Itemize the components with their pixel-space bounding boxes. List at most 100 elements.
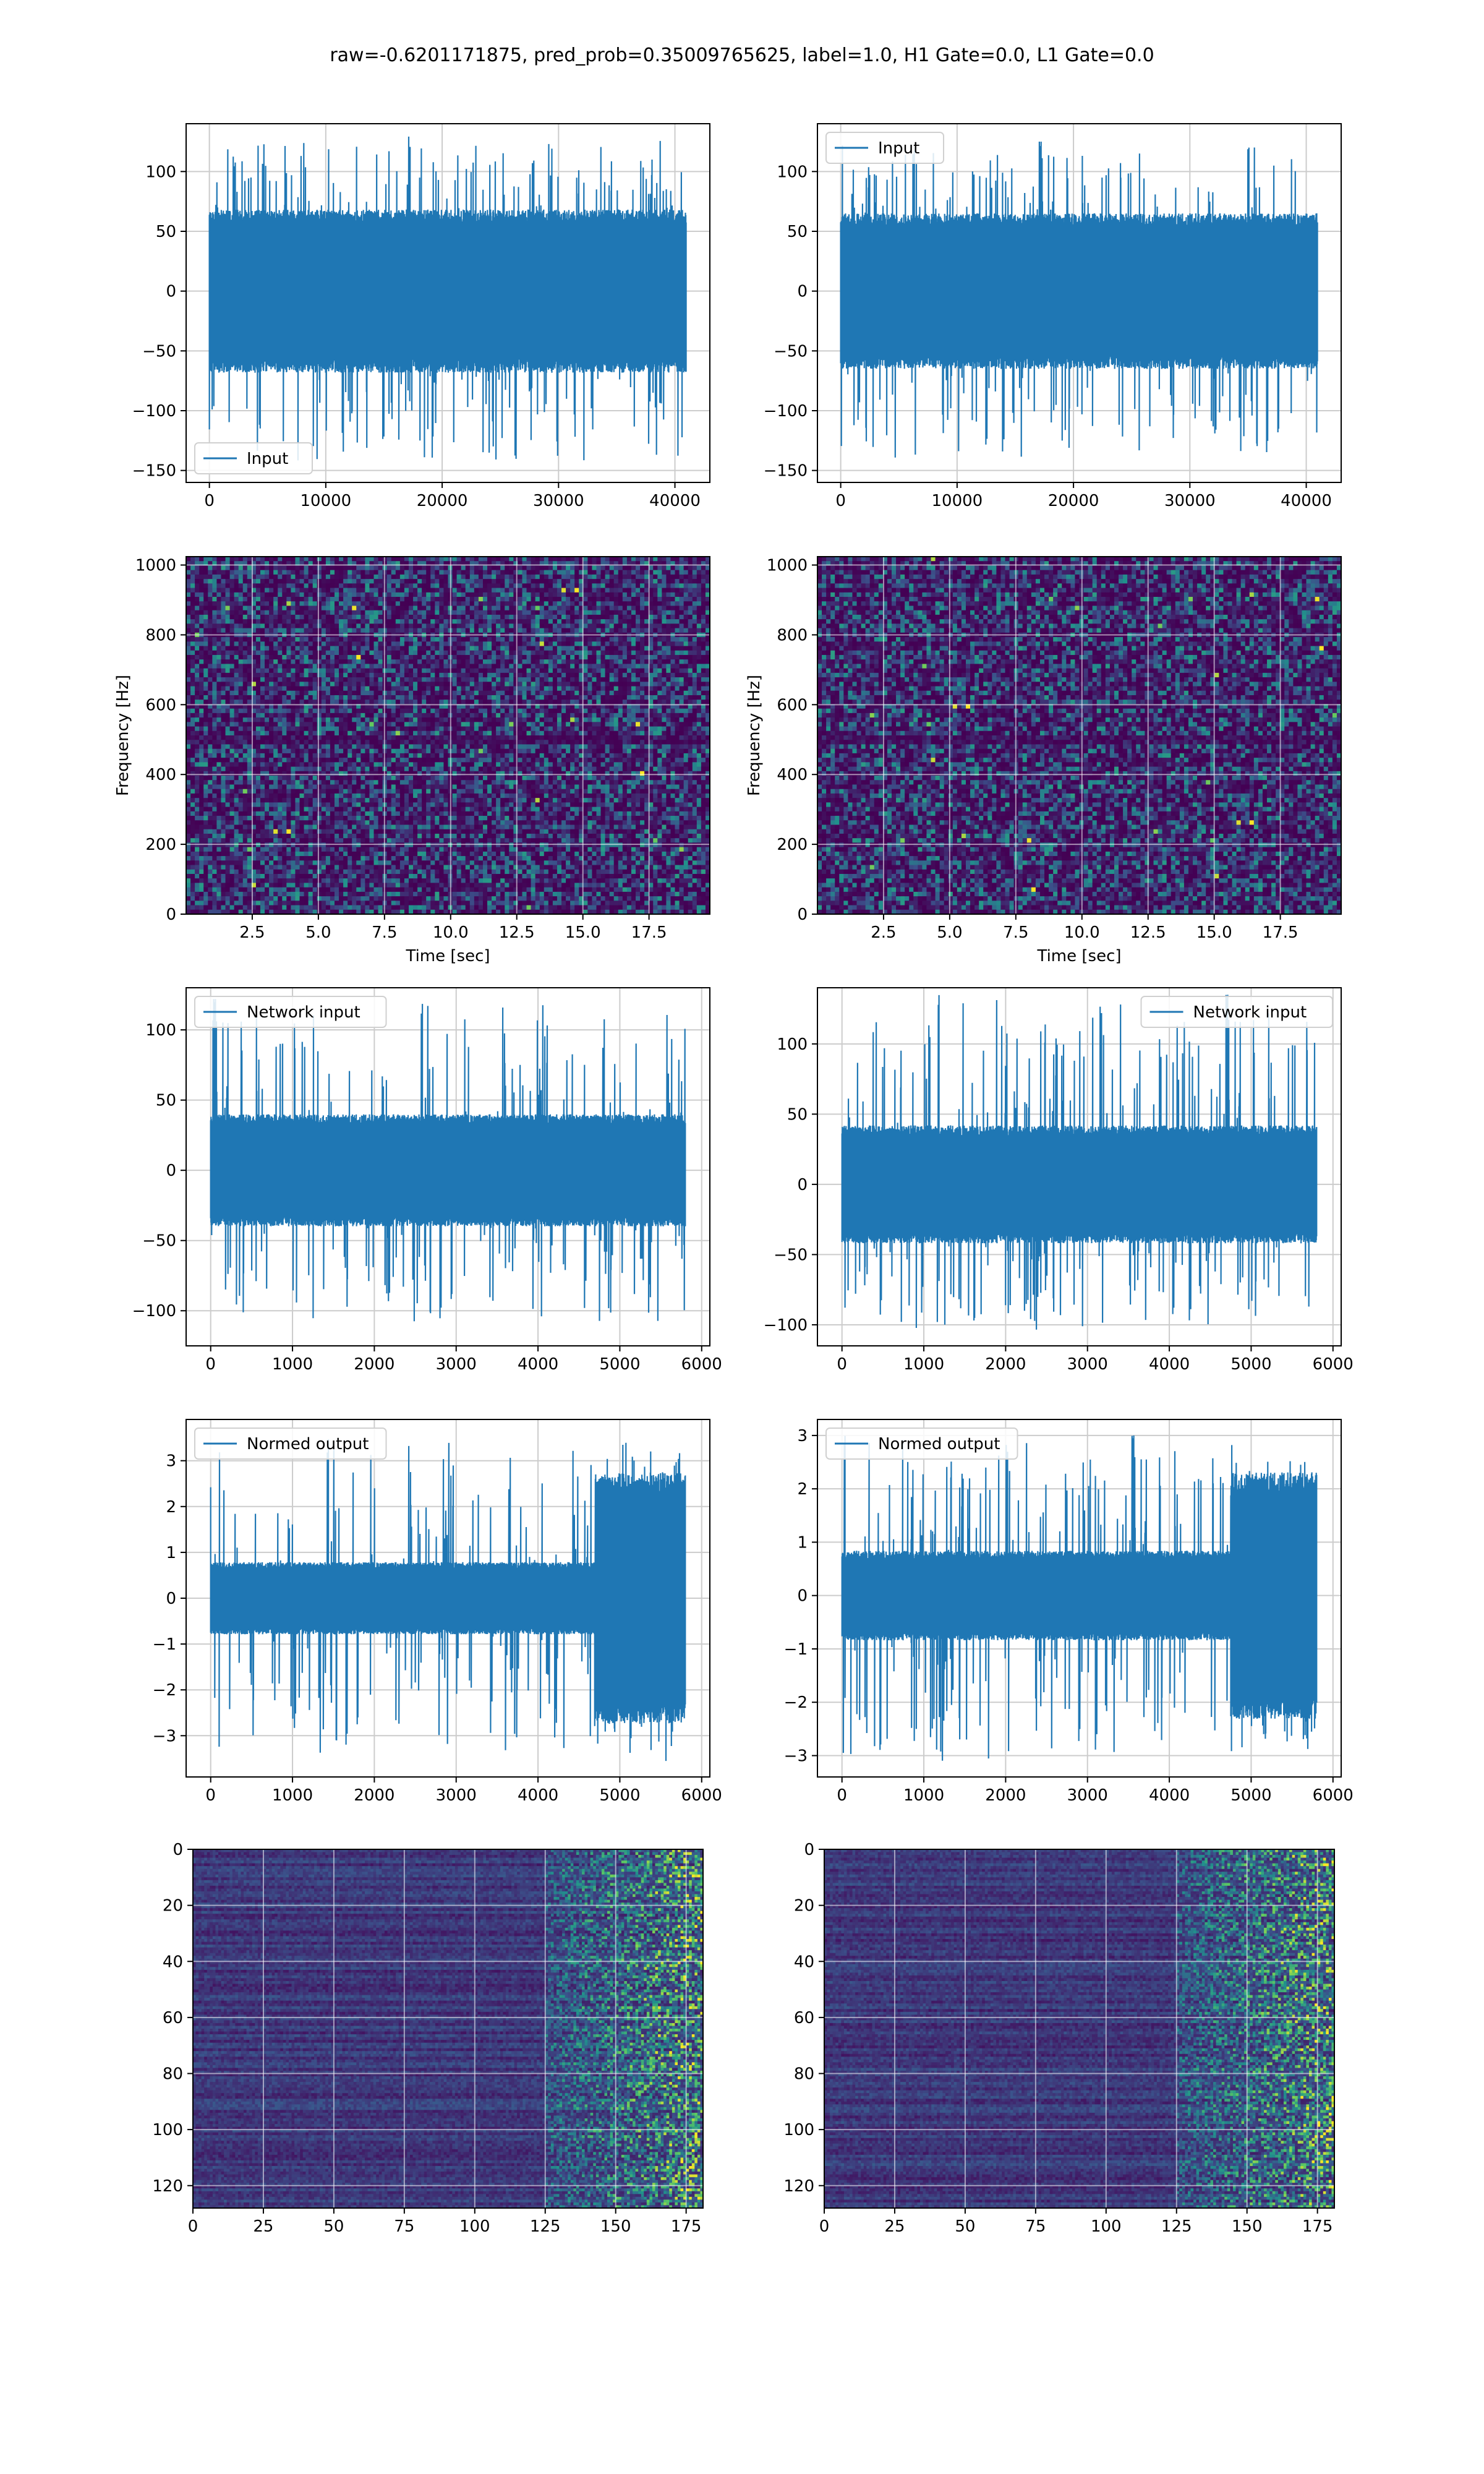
x-tick-label: 2000	[354, 1355, 394, 1374]
y-tick-label: 0	[797, 1176, 808, 1194]
y-tick-label: 40	[163, 1953, 183, 1971]
y-tick-label: 50	[156, 223, 176, 241]
y-tick-label: 400	[145, 766, 176, 784]
spectrogram-right-chart: 2.5 5.0 7.5 10.0 12.5 15.0 17.5020040060080010…	[745, 557, 1342, 965]
y-tick-label: −150	[132, 462, 176, 481]
legend: Input	[826, 132, 944, 163]
y-tick-label: 100	[145, 1021, 176, 1040]
x-tick-label: 3000	[1067, 1355, 1108, 1374]
y-tick-label: 3	[797, 1427, 808, 1445]
x-tick-label: 40000	[649, 492, 701, 510]
y-tick-label: 3	[166, 1452, 176, 1471]
y-tick-label: 120	[152, 2177, 183, 2196]
y-tick-label: −50	[774, 342, 808, 361]
x-tick-label: 2000	[354, 1786, 394, 1805]
y-tick-label: 100	[777, 1035, 808, 1054]
legend: Normed output	[826, 1428, 1018, 1459]
y-tick-label: 2	[166, 1498, 176, 1517]
legend: Normed output	[195, 1428, 386, 1459]
y-tick-label: 800	[145, 626, 176, 644]
y-tick-label: 0	[166, 905, 176, 924]
x-tick-label: 150	[600, 2217, 631, 2236]
x-tick-label: 75	[1025, 2217, 1046, 2236]
x-tick-label: 1000	[272, 1786, 313, 1805]
legend-label: Input	[247, 450, 288, 468]
y-tick-label: 1000	[135, 557, 176, 575]
x-tick-label: 2000	[985, 1355, 1026, 1374]
y-tick-label: −2	[784, 1693, 808, 1712]
y-tick-label: 80	[794, 2065, 814, 2084]
y-tick-label: −3	[784, 1747, 808, 1765]
y-tick-label: −100	[132, 402, 176, 421]
y-tick-label: 0	[797, 1587, 808, 1606]
x-tick-label: 125	[530, 2217, 561, 2236]
x-tick-label: 3000	[1067, 1786, 1108, 1805]
y-tick-label: 100	[783, 2121, 814, 2139]
x-tick-label: 25	[884, 2217, 905, 2236]
input-right-chart: 0 10000 20000 30000 40000−150−100−50050100In…	[764, 124, 1341, 510]
legend-label: Normed output	[878, 1435, 1000, 1453]
y-tick-label: 100	[777, 163, 808, 181]
y-tick-label: 100	[145, 163, 176, 181]
x-tick-label: 6000	[1313, 1786, 1354, 1805]
y-tick-label: −1	[153, 1635, 176, 1654]
x-tick-label: 7.5	[1003, 923, 1028, 942]
x-tick-label: 10000	[301, 492, 352, 510]
x-tick-label: 2.5	[239, 923, 265, 942]
y-tick-label: 1	[166, 1544, 176, 1562]
x-tick-label: 4000	[518, 1355, 558, 1374]
x-tick-label: 50	[955, 2217, 975, 2236]
y-tick-label: 0	[173, 1841, 183, 1859]
legend-label: Network input	[247, 1003, 360, 1022]
x-tick-label: 5000	[1230, 1786, 1271, 1805]
y-tick-label: 1000	[767, 557, 808, 575]
y-tick-label: 0	[804, 1841, 814, 1859]
y-tick-label: 0	[797, 905, 808, 924]
y-tick-label: −1	[784, 1640, 808, 1659]
x-tick-label: 30000	[533, 492, 584, 510]
x-tick-label: 17.5	[631, 923, 667, 942]
x-tick-label: 50	[323, 2217, 344, 2236]
x-tick-label: 0	[837, 1355, 847, 1374]
network-input-left-chart: 0 1000 2000 3000 4000 5000 6000−100−50050100Ne…	[132, 988, 722, 1374]
x-tick-label: 20000	[417, 492, 468, 510]
x-tick-label: 15.0	[565, 923, 601, 942]
y-tick-label: 400	[777, 766, 808, 784]
x-tick-label: 100	[1091, 2217, 1122, 2236]
x-tick-label: 125	[1161, 2217, 1192, 2236]
y-tick-label: 0	[166, 1162, 176, 1180]
normed-output-left-chart: 0 1000 2000 3000 4000 5000 6000−3−2−10123Norme…	[153, 1419, 722, 1805]
y-tick-label: −3	[153, 1727, 176, 1745]
heatmap-cells	[824, 1849, 1335, 2209]
x-tick-label: 0	[835, 492, 846, 510]
y-tick-label: −100	[764, 402, 808, 421]
y-tick-label: −150	[764, 462, 808, 481]
x-tick-label: 150	[1232, 2217, 1263, 2236]
x-tick-label: 7.5	[372, 923, 397, 942]
legend: Network input	[195, 996, 386, 1027]
legend-label: Input	[878, 139, 919, 158]
x-tick-label: 17.5	[1263, 923, 1298, 942]
x-tick-label: 5000	[599, 1786, 640, 1805]
x-tick-label: 0	[819, 2217, 830, 2236]
y-tick-label: 40	[794, 1953, 814, 1971]
x-tick-label: 0	[837, 1786, 847, 1805]
x-tick-label: 15.0	[1196, 923, 1232, 942]
x-tick-label: 20000	[1048, 492, 1099, 510]
legend-label: Normed output	[247, 1435, 369, 1453]
x-tick-label: 5.0	[937, 923, 962, 942]
y-tick-label: 60	[163, 2009, 183, 2027]
x-tick-label: 1000	[272, 1355, 313, 1374]
y-tick-label: 0	[797, 283, 808, 301]
y-tick-label: 120	[783, 2177, 814, 2196]
x-tick-label: 0	[205, 1355, 216, 1374]
y-tick-label: −100	[132, 1302, 176, 1320]
x-tick-label: 5000	[1230, 1355, 1271, 1374]
x-tick-label: 4000	[518, 1786, 558, 1805]
y-tick-label: −100	[764, 1316, 808, 1335]
network-input-right-chart: 0 1000 2000 3000 4000 5000 6000−100−50050100Ne…	[764, 988, 1354, 1374]
